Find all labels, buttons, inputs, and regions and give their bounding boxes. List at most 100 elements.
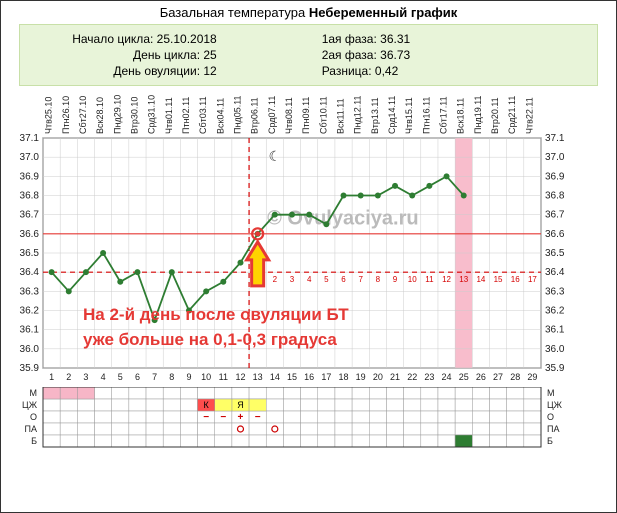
svg-text:ПА: ПА <box>547 424 559 434</box>
svg-text:6: 6 <box>135 372 140 382</box>
svg-text:36.8: 36.8 <box>545 191 565 202</box>
svg-text:Втр20.11: Втр20.11 <box>490 97 500 134</box>
chart-area: 35.935.936.036.036.136.136.236.236.336.3… <box>7 88 610 387</box>
svg-text:4: 4 <box>101 372 106 382</box>
svg-text:Вск11.11: Вск11.11 <box>336 98 346 134</box>
svg-text:ПА: ПА <box>25 424 37 434</box>
svg-text:2: 2 <box>273 275 278 284</box>
svg-text:уже больше на 0,1-0,3 градуса: уже больше на 0,1-0,3 градуса <box>83 330 337 349</box>
svg-text:36.5: 36.5 <box>20 248 40 259</box>
svg-text:Сбт17.11: Сбт17.11 <box>439 96 449 134</box>
svg-text:2: 2 <box>66 372 71 382</box>
svg-text:ЦЖ: ЦЖ <box>22 400 38 410</box>
svg-text:9: 9 <box>186 372 191 382</box>
cycle-day-value: 25 <box>203 48 216 62</box>
svg-text:13: 13 <box>459 275 468 284</box>
svg-text:36.6: 36.6 <box>545 229 565 240</box>
svg-text:Чтв25.10: Чтв25.10 <box>44 97 54 134</box>
svg-text:15: 15 <box>494 275 503 284</box>
ovulation-day-value: 12 <box>203 64 216 78</box>
svg-text:23: 23 <box>424 372 434 382</box>
svg-text:36.1: 36.1 <box>20 325 40 336</box>
svg-text:Сбт03.11: Сбт03.11 <box>198 96 208 134</box>
svg-text:36.4: 36.4 <box>545 267 565 278</box>
svg-text:Вск04.11: Вск04.11 <box>215 98 225 134</box>
ovulation-day-label: День овуляции: <box>113 64 200 78</box>
svg-text:5: 5 <box>118 372 123 382</box>
svg-text:36.1: 36.1 <box>545 325 565 336</box>
svg-text:Вск18.11: Вск18.11 <box>456 98 466 134</box>
svg-text:37.1: 37.1 <box>20 133 40 144</box>
svg-text:22: 22 <box>407 372 417 382</box>
svg-text:20: 20 <box>373 372 383 382</box>
bottom-area: КЯ−−+−ММЦЖЦЖООПАПАББ <box>7 387 610 454</box>
svg-text:36.3: 36.3 <box>20 286 40 297</box>
svg-text:−: − <box>255 412 261 423</box>
svg-text:1: 1 <box>49 372 54 382</box>
svg-text:36.2: 36.2 <box>545 306 565 317</box>
svg-text:10: 10 <box>201 372 211 382</box>
diff-value: 0,42 <box>375 64 398 78</box>
svg-text:25: 25 <box>459 372 469 382</box>
svg-text:36.8: 36.8 <box>20 191 40 202</box>
svg-text:36.0: 36.0 <box>20 344 40 355</box>
svg-text:27: 27 <box>493 372 503 382</box>
svg-text:Втр06.11: Втр06.11 <box>250 97 260 134</box>
svg-text:Вск28.10: Вск28.10 <box>95 97 105 134</box>
svg-text:35.9: 35.9 <box>20 363 40 374</box>
svg-text:Пнд29.10: Пнд29.10 <box>112 95 122 134</box>
phase2-label: 2ая фаза: <box>322 48 377 62</box>
phase1-value: 36.31 <box>380 32 410 46</box>
svg-text:21: 21 <box>390 372 400 382</box>
svg-text:Сбт10.11: Сбт10.11 <box>318 96 328 134</box>
svg-text:Втр13.11: Втр13.11 <box>370 97 380 134</box>
phase2-value: 36.73 <box>380 48 410 62</box>
svg-text:Я: Я <box>237 400 244 410</box>
svg-text:36.0: 36.0 <box>545 344 565 355</box>
svg-text:26: 26 <box>476 372 486 382</box>
svg-text:О: О <box>30 412 37 422</box>
svg-text:3: 3 <box>290 275 295 284</box>
svg-text:36.9: 36.9 <box>545 171 565 182</box>
svg-text:29: 29 <box>527 372 537 382</box>
svg-text:О: О <box>547 412 554 422</box>
phase1-label: 1ая фаза: <box>322 32 377 46</box>
svg-text:Пнд19.11: Пнд19.11 <box>473 95 483 134</box>
svg-text:16: 16 <box>511 275 520 284</box>
svg-text:11: 11 <box>425 275 434 284</box>
svg-text:7: 7 <box>358 275 363 284</box>
svg-text:Втр30.10: Втр30.10 <box>129 97 139 134</box>
svg-text:37.0: 37.0 <box>545 152 565 163</box>
svg-text:Срд07.11: Срд07.11 <box>267 96 277 134</box>
svg-text:☾: ☾ <box>269 148 282 164</box>
svg-text:9: 9 <box>393 275 398 284</box>
svg-text:Птн02.11: Птн02.11 <box>181 97 191 134</box>
svg-text:35.9: 35.9 <box>545 363 565 374</box>
svg-text:19: 19 <box>356 372 366 382</box>
svg-text:37.0: 37.0 <box>20 152 40 163</box>
svg-text:7: 7 <box>152 372 157 382</box>
svg-text:36.7: 36.7 <box>20 210 40 221</box>
svg-text:Пнд12.11: Пнд12.11 <box>353 95 363 134</box>
svg-text:36.7: 36.7 <box>545 210 565 221</box>
cycle-start-label: Начало цикла: <box>72 32 153 46</box>
chart-title: Базальная температура Небеременный графи… <box>1 1 616 22</box>
bottom-grid: КЯ−−+−ММЦЖЦЖООПАПАББ <box>7 387 577 451</box>
cycle-start-value: 25.10.2018 <box>157 32 217 46</box>
svg-text:Птн26.10: Птн26.10 <box>61 96 71 134</box>
svg-text:6: 6 <box>341 275 346 284</box>
svg-text:36.4: 36.4 <box>20 267 40 278</box>
svg-text:М: М <box>547 388 555 398</box>
svg-text:Срд21.11: Срд21.11 <box>507 96 517 134</box>
svg-text:37.1: 37.1 <box>545 133 565 144</box>
svg-text:3: 3 <box>83 372 88 382</box>
svg-text:Сбт27.10: Сбт27.10 <box>78 96 88 134</box>
svg-text:8: 8 <box>376 275 381 284</box>
svg-text:36.5: 36.5 <box>545 248 565 259</box>
cycle-day-label: День цикла: <box>133 48 200 62</box>
svg-text:ЦЖ: ЦЖ <box>547 400 563 410</box>
svg-text:4: 4 <box>307 275 312 284</box>
svg-text:Чтв15.11: Чтв15.11 <box>404 97 414 134</box>
svg-text:12: 12 <box>235 372 245 382</box>
svg-text:16: 16 <box>304 372 314 382</box>
